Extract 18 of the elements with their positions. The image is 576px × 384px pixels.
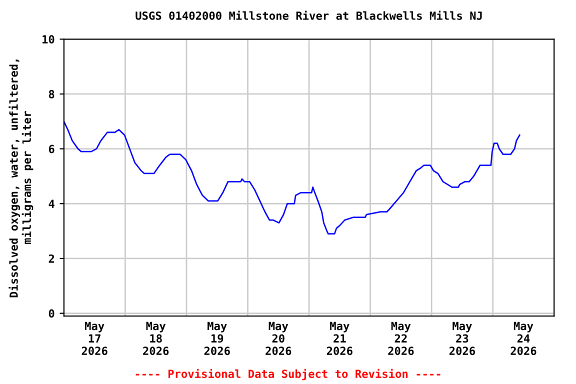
chart-title: USGS 01402000 Millstone River at Blackwells Mills NJ (136, 10, 482, 20)
text: ---- Provisional Data Subject to Revision ---- (136, 368, 440, 380)
y-axis-title: Dissolved oxygen, water, unfiltered, milligrams per liter (8, 60, 34, 298)
y-tick-label: 6 (48, 144, 54, 154)
x-tick-label: May 21 2026 (326, 322, 352, 356)
x-tick-label: May 23 2026 (449, 322, 475, 356)
line-series (64, 120, 520, 234)
y-tick-label: 4 (48, 200, 54, 208)
x-tick-label: May 17 2026 (82, 322, 108, 356)
y-tick-label: 10 (42, 35, 54, 44)
x-tick-label: May 20 2026 (266, 322, 292, 356)
x-tick-label: May 18 2026 (143, 322, 169, 356)
x-tick-label: May 22 2026 (388, 322, 414, 356)
x-tick-label: May 24 2026 (510, 322, 536, 356)
y-tick-label: 2 (48, 254, 54, 263)
y-tick-label: 8 (48, 90, 54, 98)
x-tick-label: May 19 2026 (204, 322, 230, 356)
y-tick-label: 0 (48, 309, 54, 318)
